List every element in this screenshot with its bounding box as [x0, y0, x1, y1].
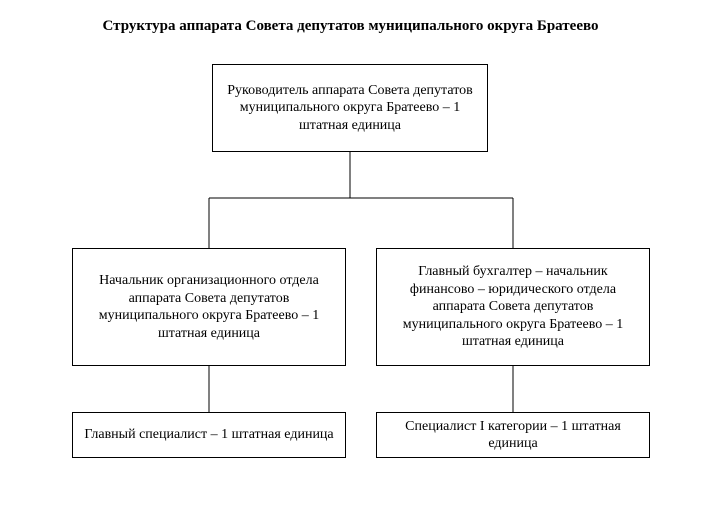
node-right-spec: Специалист I категории – 1 штатная едини…: [376, 412, 650, 458]
node-right-head: Главный бухгалтер – начальник финансово …: [376, 248, 650, 366]
node-left-spec: Главный специалист – 1 штатная единица: [72, 412, 346, 458]
node-root: Руководитель аппарата Совета депутатов м…: [212, 64, 488, 152]
diagram-title: Структура аппарата Совета депутатов муни…: [0, 18, 701, 35]
node-left-head: Начальник организационного отдела аппара…: [72, 248, 346, 366]
